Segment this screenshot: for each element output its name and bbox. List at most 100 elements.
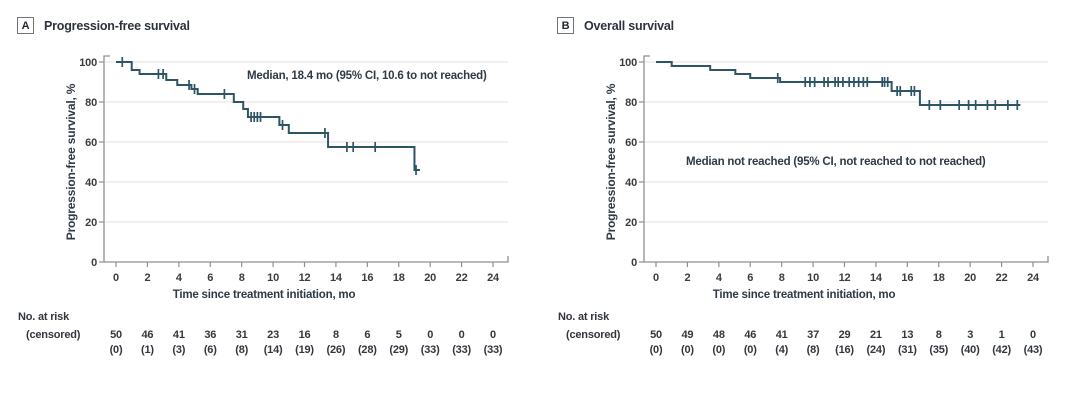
censored-value: (43) bbox=[1023, 344, 1043, 356]
x-tick-label: 6 bbox=[207, 272, 213, 284]
at-risk-value: 23 bbox=[267, 329, 279, 341]
y-tick-label: 100 bbox=[79, 57, 97, 69]
at-risk-value: 37 bbox=[807, 329, 819, 341]
x-tick-label: 2 bbox=[144, 272, 150, 284]
x-axis-label: Time since treatment initiation, mo bbox=[712, 289, 896, 301]
at-risk-value: 0 bbox=[1030, 329, 1036, 341]
x-tick-label: 16 bbox=[901, 272, 913, 284]
censored-value: (19) bbox=[295, 344, 314, 356]
x-tick-label: 8 bbox=[779, 272, 785, 284]
y-tick-label: 40 bbox=[85, 177, 97, 189]
at-risk-row: 50 46 41 36 31 23 16 8 6 5 0 0 0 bbox=[0, 329, 540, 343]
x-tick-label: 16 bbox=[361, 272, 373, 284]
median-annotation: Median, 18.4 mo (95% CI, 10.6 to not rea… bbox=[247, 70, 487, 82]
x-tick-label: 20 bbox=[424, 272, 436, 284]
panel-title: Progression-free survival bbox=[44, 19, 190, 33]
at-risk-value: 0 bbox=[458, 329, 465, 341]
censored-row: (0) (0) (0) (0) (4) (8) (16) (24) (31) (35) (40) (4… bbox=[540, 344, 1080, 358]
y-tick-label: 60 bbox=[625, 137, 637, 149]
y-axis-label: Progression-free survival, % bbox=[64, 83, 78, 241]
x-tick-label: 10 bbox=[807, 272, 819, 284]
x-tick-label: 4 bbox=[716, 272, 723, 284]
x-tick-label: 22 bbox=[996, 272, 1008, 284]
censored-value: (8) bbox=[806, 344, 820, 356]
censored-value: (0) bbox=[109, 344, 123, 356]
at-risk-value: 41 bbox=[775, 329, 788, 341]
censored-value: (40) bbox=[960, 344, 980, 356]
at-risk-value: 50 bbox=[110, 329, 122, 341]
y-tick-label: 20 bbox=[85, 217, 97, 229]
at-risk-value: 46 bbox=[744, 329, 757, 341]
censored-value: (29) bbox=[389, 344, 409, 356]
panel-title: Overall survival bbox=[584, 19, 674, 33]
censored-value: (0) bbox=[712, 344, 726, 356]
x-axis-label: Time since treatment initiation, mo bbox=[172, 289, 356, 301]
x-tick-label: 22 bbox=[456, 272, 468, 284]
censored-value: (0) bbox=[743, 344, 757, 356]
at-risk-value: 13 bbox=[901, 329, 914, 341]
at-risk-value: 3 bbox=[967, 329, 974, 341]
at-risk-value: 6 bbox=[364, 329, 371, 341]
no-at-risk-label: No. at risk bbox=[558, 311, 609, 323]
x-tick-label: 20 bbox=[964, 272, 976, 284]
at-risk-value: 31 bbox=[235, 329, 248, 341]
y-tick-label: 20 bbox=[625, 217, 637, 229]
y-axis-label: Progression-free survival, % bbox=[604, 83, 618, 241]
at-risk-value: 5 bbox=[395, 329, 402, 341]
x-tick-label: 18 bbox=[393, 272, 405, 284]
at-risk-value: 21 bbox=[869, 329, 882, 341]
censored-value: (24) bbox=[866, 344, 886, 356]
panel-overall-survival: 0 20 40 60 80 100 0 2 4 6 8 10 12 14 16 18 20 22 24 B Over… bbox=[540, 0, 1080, 400]
panel-progression-free-survival: 0 20 40 60 80 100 0 2 4 6 8 10 12 14 16 18 20 22 24 A Prog… bbox=[0, 17, 540, 356]
censored-value: (6) bbox=[203, 344, 217, 356]
x-tick-label: 12 bbox=[299, 272, 311, 284]
censored-label: (censored) bbox=[26, 329, 81, 341]
censored-value: (28) bbox=[357, 344, 377, 356]
at-risk-value: 50 bbox=[650, 329, 662, 341]
x-tick-label: 4 bbox=[176, 272, 183, 284]
x-tick-label: 24 bbox=[487, 272, 500, 284]
at-risk-value: 46 bbox=[141, 329, 154, 341]
y-tick-label: 80 bbox=[85, 97, 97, 109]
x-tick-label: 14 bbox=[870, 272, 883, 284]
survival-curve bbox=[116, 61, 420, 171]
censored-value: (33) bbox=[483, 344, 503, 356]
censored-value: (14) bbox=[263, 344, 283, 356]
at-risk-value: 0 bbox=[490, 329, 496, 341]
at-risk-row: 50 49 48 46 41 37 29 21 13 8 3 1 0 bbox=[540, 329, 1080, 343]
x-tick-label: 18 bbox=[933, 272, 945, 284]
y-tick-label: 100 bbox=[619, 57, 637, 69]
x-tick-label: 8 bbox=[239, 272, 245, 284]
y-tick-label: 60 bbox=[85, 137, 97, 149]
censored-value: (35) bbox=[929, 344, 949, 356]
x-tick-label: 12 bbox=[839, 272, 851, 284]
censored-value: (16) bbox=[835, 344, 854, 356]
x-tick-label: 2 bbox=[684, 272, 690, 284]
censored-value: (31) bbox=[897, 344, 917, 356]
at-risk-value: 8 bbox=[935, 329, 942, 341]
at-risk-value: 48 bbox=[712, 329, 725, 341]
censored-value: (3) bbox=[172, 344, 186, 356]
panel-letter-badge: A bbox=[17, 17, 34, 34]
at-risk-value: 29 bbox=[838, 329, 851, 341]
at-risk-value: 49 bbox=[681, 329, 694, 341]
y-tick-label: 80 bbox=[625, 97, 637, 109]
no-at-risk-label: No. at risk bbox=[18, 311, 69, 323]
censored-value: (4) bbox=[775, 344, 789, 356]
censored-value: (26) bbox=[326, 344, 346, 356]
censored-value: (0) bbox=[680, 344, 694, 356]
censored-value: (33) bbox=[420, 344, 440, 356]
y-tick-label: 0 bbox=[631, 257, 637, 269]
axis-spines bbox=[103, 55, 509, 263]
at-risk-value: 1 bbox=[998, 329, 1005, 341]
x-tick-label: 24 bbox=[1027, 272, 1040, 284]
at-risk-value: 41 bbox=[172, 329, 185, 341]
y-tick-label: 40 bbox=[625, 177, 637, 189]
at-risk-value: 0 bbox=[427, 329, 434, 341]
x-tick-label: 14 bbox=[330, 272, 343, 284]
survival-curve bbox=[656, 61, 1021, 106]
censored-value: (8) bbox=[235, 344, 249, 356]
panel-letter-badge: B bbox=[557, 17, 574, 34]
x-tick-label: 0 bbox=[113, 272, 119, 284]
